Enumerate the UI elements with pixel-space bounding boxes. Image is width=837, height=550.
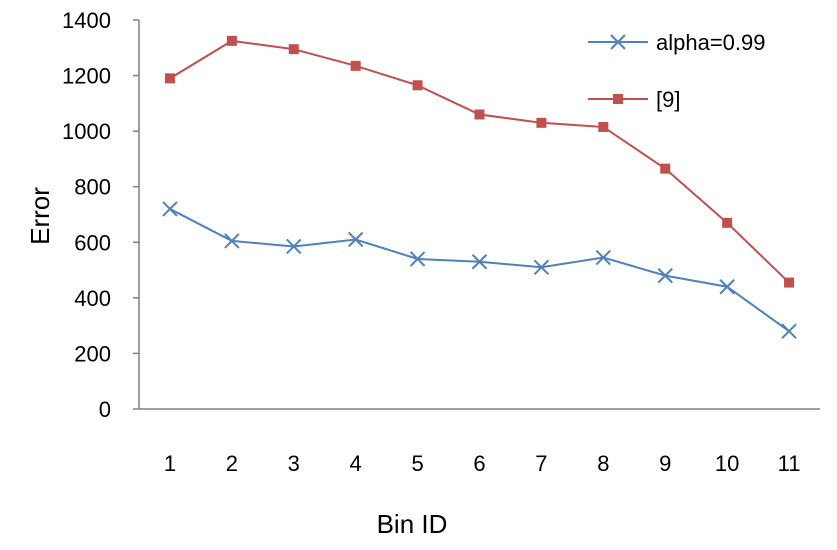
x-tick-label: 11	[778, 451, 801, 476]
x-tick-label: 1	[164, 451, 176, 476]
data-point-x-marker	[595, 249, 612, 266]
x-axis-title: Bin ID	[377, 509, 448, 539]
data-point-square-marker	[164, 73, 175, 84]
series-alpha	[162, 201, 797, 339]
x-tick-label: 2	[226, 451, 238, 476]
data-point-x-marker	[286, 238, 302, 255]
data-point-x-marker	[533, 259, 550, 275]
x-tick-labels: 1 2 3 4 5 6 7 8 9 10 11	[164, 451, 801, 476]
x-tick-label: 4	[350, 451, 362, 476]
data-point-x-marker	[224, 233, 240, 249]
axes	[138, 20, 820, 410]
x-tick-label: 5	[411, 451, 423, 476]
data-point-x-marker	[657, 267, 673, 284]
data-point-x-marker	[781, 323, 797, 339]
y-axis-title: Error	[25, 187, 55, 245]
y-tick-label: 1000	[62, 119, 111, 144]
data-point-x-marker	[409, 251, 426, 267]
data-point-x-marker	[162, 201, 178, 217]
data-point-square-marker	[474, 109, 485, 120]
series-line	[169, 208, 790, 333]
y-tick-label: 800	[74, 175, 111, 200]
series-line	[169, 39, 790, 284]
y-tick-label: 0	[99, 397, 111, 422]
legend-item: alpha=0.99	[588, 30, 766, 55]
y-tick-label: 600	[74, 230, 111, 255]
data-point-x-marker	[347, 231, 364, 248]
data-point-square-marker	[722, 217, 733, 228]
legend: alpha=0.99 [9]	[588, 30, 766, 112]
x-tick-label: 7	[535, 451, 547, 476]
data-point-square-marker	[226, 35, 237, 46]
data-point-square-marker	[784, 277, 795, 288]
x-tick-label: 10	[715, 451, 739, 476]
x-tick-label: 6	[473, 451, 485, 476]
x-tick-label: 3	[288, 451, 300, 476]
legend-label: [9]	[656, 87, 680, 112]
y-tick-label: 1200	[62, 64, 111, 89]
legend-label: alpha=0.99	[656, 30, 766, 55]
legend-item: [9]	[588, 87, 680, 112]
series-ref9	[164, 35, 795, 288]
data-point-x-marker	[719, 279, 735, 295]
data-point-square-marker	[288, 44, 299, 55]
y-tick-labels: 0 200 400 600 800 1000 1200 1400	[62, 8, 139, 422]
data-point-square-marker	[660, 163, 671, 174]
data-point-square-marker	[350, 60, 361, 71]
x-tick-label: 8	[597, 451, 609, 476]
y-tick-label: 1400	[62, 8, 111, 33]
legend-square-marker	[613, 94, 623, 104]
y-tick-label: 400	[74, 286, 111, 311]
data-point-square-marker	[536, 117, 547, 128]
data-point-square-marker	[412, 80, 423, 91]
data-point-square-marker	[598, 121, 609, 132]
legend-x-marker	[610, 34, 626, 50]
x-tick-label: 9	[659, 451, 671, 476]
y-tick-label: 200	[74, 341, 111, 366]
series-lines	[162, 35, 797, 339]
data-point-x-marker	[471, 254, 488, 270]
